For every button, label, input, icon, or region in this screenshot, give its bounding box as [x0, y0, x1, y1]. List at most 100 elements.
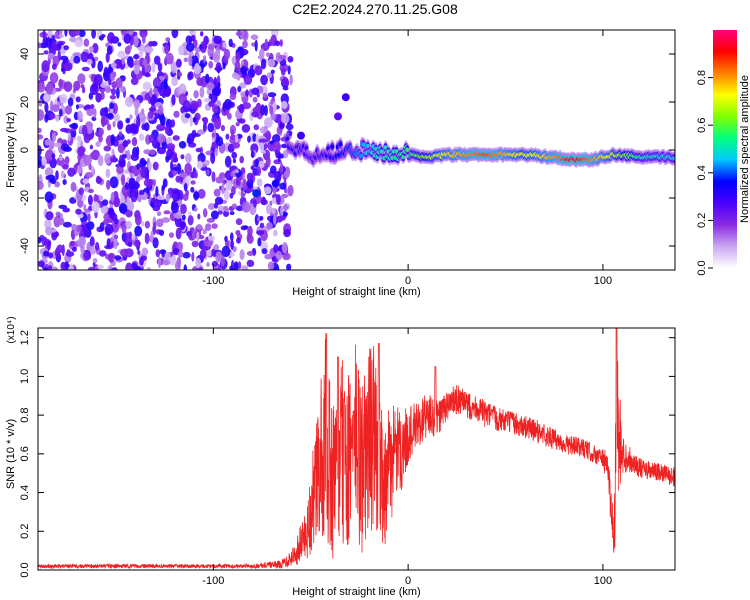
noise-blob	[187, 133, 195, 145]
noise-blob	[107, 66, 114, 73]
noise-blob	[44, 167, 54, 177]
heatmap-marks	[38, 30, 675, 270]
noise-blob	[124, 220, 132, 230]
noise-blob	[241, 265, 249, 270]
noise-blob	[98, 127, 104, 136]
noise-blob	[55, 115, 60, 122]
noise-blob	[236, 178, 240, 186]
noise-blob	[192, 117, 197, 123]
noise-blob	[283, 203, 288, 213]
noise-blob	[96, 264, 104, 270]
noise-blob	[260, 199, 268, 206]
noise-blob	[109, 95, 117, 100]
noise-blob	[51, 131, 57, 142]
noise-blob	[102, 219, 110, 226]
noise-blob	[171, 76, 179, 87]
noise-blob	[235, 31, 243, 36]
noise-blob	[166, 149, 174, 158]
noise-blob	[185, 189, 189, 197]
noise-blob	[259, 126, 268, 134]
noise-blob	[141, 247, 149, 256]
noise-blob	[178, 141, 187, 149]
noise-blob	[272, 141, 282, 153]
noise-blob	[82, 178, 90, 184]
noise-blob	[116, 86, 120, 99]
noise-blob	[83, 154, 92, 166]
noise-blob	[156, 211, 162, 217]
noise-blob	[148, 160, 152, 172]
noise-blob	[221, 245, 231, 258]
noise-blob	[117, 143, 125, 154]
noise-blob	[98, 135, 103, 143]
noise-blob	[260, 58, 267, 70]
noise-blob	[152, 237, 159, 249]
noise-blob	[286, 263, 292, 270]
noise-blob	[76, 135, 82, 142]
noise-blob	[179, 172, 188, 178]
noise-blob	[256, 178, 263, 187]
noise-blob	[86, 221, 95, 231]
noise-blob	[270, 113, 277, 121]
noise-blob	[256, 230, 265, 235]
noise-blob	[147, 111, 154, 119]
noise-blob	[62, 164, 69, 170]
noise-blob	[136, 146, 140, 157]
noise-blob	[38, 82, 46, 93]
noise-blob	[83, 38, 90, 47]
noise-blob	[274, 149, 279, 156]
noise-blob	[225, 180, 233, 191]
noise-blob	[51, 153, 56, 159]
noise-blob	[95, 241, 100, 251]
noise-blob	[54, 31, 59, 39]
noise-blob	[222, 42, 227, 49]
noise-blob	[223, 48, 231, 60]
ridge-core	[672, 156, 675, 161]
noise-blob	[62, 207, 70, 213]
noise-blob	[239, 82, 247, 89]
noise-blob	[60, 261, 67, 270]
noise-blob	[259, 222, 265, 229]
noise-blob	[38, 181, 44, 190]
noise-blob	[210, 152, 216, 164]
noise-blob	[254, 65, 263, 76]
noise-blob	[137, 192, 142, 203]
signal-patch	[296, 131, 305, 140]
noise-blob	[157, 62, 163, 72]
noise-blob	[108, 252, 115, 263]
noise-blob	[258, 160, 265, 169]
noise-blob	[112, 154, 116, 162]
noise-blob	[58, 33, 64, 39]
noise-blob	[86, 125, 93, 134]
noise-blob	[58, 78, 64, 89]
noise-blob	[222, 62, 226, 70]
noise-blob	[274, 171, 282, 182]
noise-blob	[202, 228, 207, 235]
noise-blob	[58, 108, 63, 117]
noise-blob	[153, 221, 157, 231]
noise-blob	[152, 77, 162, 89]
noise-blob	[66, 118, 71, 123]
noise-blob	[173, 156, 179, 163]
noise-blob	[86, 58, 93, 65]
noise-blob	[252, 133, 257, 142]
noise-blob	[83, 204, 87, 212]
noise-blob	[162, 93, 166, 98]
noise-blob	[45, 149, 54, 162]
noise-blob	[257, 237, 262, 247]
noise-blob	[80, 232, 86, 238]
ridge-core	[330, 144, 335, 149]
noise-blob	[267, 261, 275, 270]
noise-blob	[200, 31, 204, 37]
noise-blob	[139, 189, 145, 196]
noise-blob	[215, 176, 224, 184]
noise-blob	[267, 58, 276, 68]
noise-blob	[206, 249, 212, 257]
noise-blob	[214, 147, 219, 157]
noise-blob	[237, 261, 242, 270]
noise-blob	[227, 112, 232, 120]
noise-blob	[197, 188, 206, 199]
noise-blob	[131, 262, 138, 270]
figure-title: C2E2.2024.270.11.25.G08	[292, 1, 458, 17]
colorbar-tick-label: 0.8	[696, 70, 708, 85]
